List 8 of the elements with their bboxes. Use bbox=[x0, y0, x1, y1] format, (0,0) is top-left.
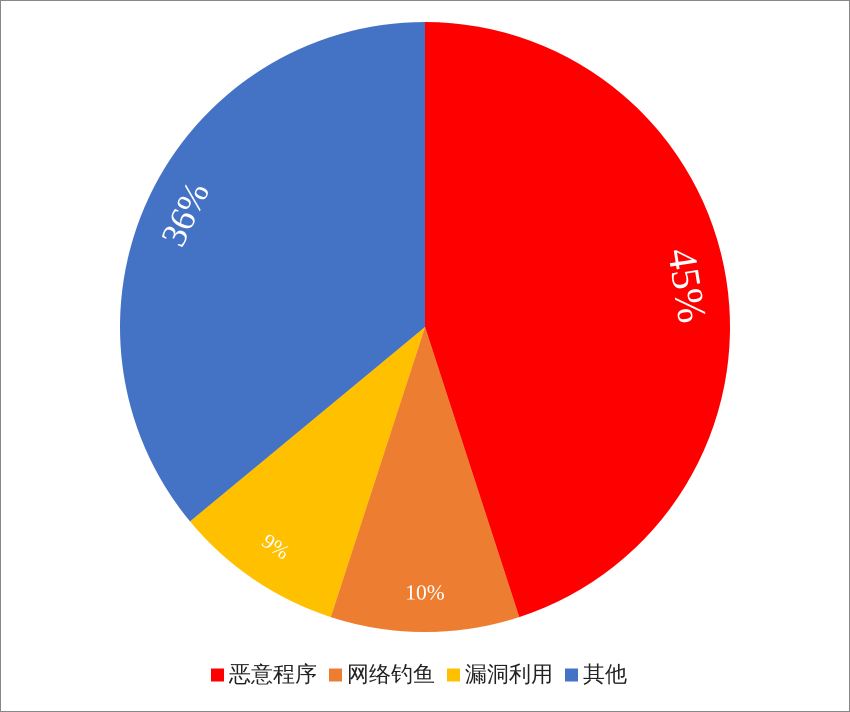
legend-label: 网络钓鱼 bbox=[347, 662, 435, 688]
data-label: 10% bbox=[405, 580, 445, 604]
legend-label: 漏洞利用 bbox=[465, 662, 553, 688]
data-label: 9% bbox=[258, 528, 294, 564]
data-label: 45% bbox=[659, 245, 716, 326]
legend-label: 恶意程序 bbox=[228, 662, 317, 688]
legend-label: 其他 bbox=[583, 662, 627, 688]
data-label: 36% bbox=[152, 176, 217, 252]
